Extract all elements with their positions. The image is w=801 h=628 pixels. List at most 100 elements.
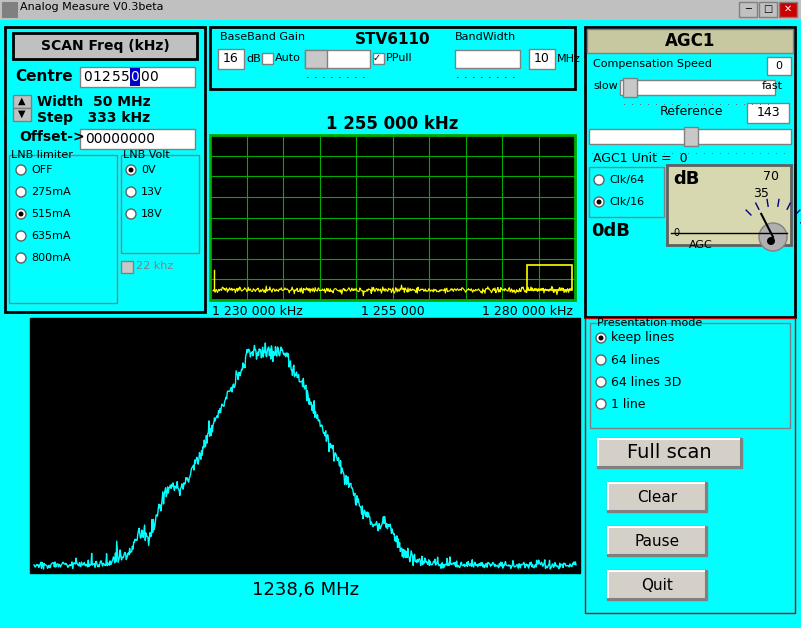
Bar [747, 103, 789, 123]
Text: .: . [671, 146, 674, 156]
Text: 0: 0 [83, 70, 92, 84]
Text: .: . [767, 146, 771, 156]
Bar [9, 155, 117, 303]
Text: .: . [735, 146, 739, 156]
Text: Reference: Reference [660, 105, 723, 118]
Bar [13, 108, 31, 121]
Circle shape [128, 168, 134, 173]
Text: .: . [687, 146, 690, 156]
Circle shape [598, 335, 603, 340]
Text: .: . [330, 70, 334, 80]
Text: Analog Measure V0.3beta: Analog Measure V0.3beta [20, 2, 163, 12]
Text: .: . [472, 70, 476, 80]
Text: .: . [703, 146, 706, 156]
Bar [30, 318, 580, 573]
Circle shape [126, 165, 136, 175]
Text: □: □ [763, 4, 773, 14]
Text: .: . [631, 97, 634, 107]
Text: 1 255 000: 1 255 000 [360, 305, 425, 318]
Bar [684, 127, 698, 146]
Text: 0dB: 0dB [591, 222, 630, 240]
Bar [2, 2, 18, 18]
Circle shape [126, 187, 136, 197]
Text: .: . [607, 146, 610, 156]
Circle shape [16, 187, 26, 197]
Bar [607, 482, 707, 512]
Text: .: . [767, 97, 771, 107]
Text: .: . [639, 146, 642, 156]
Bar [587, 29, 793, 53]
Text: PPull: PPull [386, 53, 413, 63]
Text: .: . [488, 70, 492, 80]
Text: 1 line: 1 line [611, 398, 646, 411]
Circle shape [767, 237, 775, 245]
Bar [305, 50, 327, 68]
Bar [80, 67, 195, 87]
Text: .: . [719, 97, 723, 107]
Circle shape [16, 231, 26, 241]
Text: keep lines: keep lines [611, 332, 674, 345]
Circle shape [596, 377, 606, 387]
Text: 16: 16 [223, 53, 239, 65]
Text: .: . [322, 70, 326, 80]
Bar [5, 27, 205, 312]
Text: 1 280 000 kHz: 1 280 000 kHz [482, 305, 573, 318]
Text: .: . [480, 70, 484, 80]
Text: dB: dB [246, 54, 261, 64]
Text: 70: 70 [763, 170, 779, 183]
Text: AGC: AGC [689, 240, 713, 250]
Text: Width  50 MHz: Width 50 MHz [37, 95, 151, 109]
Text: dB: dB [673, 170, 699, 188]
Text: ▲: ▲ [18, 96, 26, 106]
Bar [218, 49, 244, 69]
Text: BandWidth: BandWidth [455, 32, 517, 42]
Text: .: . [346, 70, 350, 80]
Text: ✓: ✓ [373, 53, 381, 63]
Text: .: . [711, 146, 714, 156]
Text: .: . [751, 146, 755, 156]
Text: 35: 35 [753, 187, 769, 200]
Text: 1 255 000 kHz: 1 255 000 kHz [326, 115, 459, 133]
Text: Quit: Quit [641, 578, 673, 592]
Text: .: . [695, 97, 698, 107]
Bar [80, 129, 195, 149]
Text: 0: 0 [131, 70, 139, 84]
Text: 64 lines: 64 lines [611, 354, 660, 367]
Text: Clear: Clear [637, 489, 677, 504]
Text: .: . [457, 70, 460, 80]
Text: 0V: 0V [141, 165, 155, 175]
Text: .: . [663, 97, 666, 107]
Text: .: . [655, 97, 658, 107]
Text: .: . [727, 146, 731, 156]
Text: .: . [663, 146, 666, 156]
Text: ✕: ✕ [784, 4, 792, 14]
Bar [607, 570, 707, 600]
Text: ▼: ▼ [18, 109, 26, 119]
Text: .: . [719, 146, 723, 156]
Bar [623, 78, 637, 97]
Bar [620, 80, 775, 95]
Bar [13, 33, 197, 59]
Bar [759, 2, 777, 17]
Text: 0: 0 [150, 70, 159, 84]
Bar [585, 27, 795, 317]
Text: .: . [679, 146, 682, 156]
Text: .: . [759, 146, 763, 156]
Text: .: . [743, 97, 747, 107]
Text: .: . [695, 146, 698, 156]
Bar [210, 135, 575, 300]
Text: .: . [591, 146, 594, 156]
Text: 0: 0 [775, 61, 783, 71]
Circle shape [596, 333, 606, 343]
Text: .: . [647, 97, 650, 107]
Bar [0, 0, 801, 20]
Bar [121, 261, 133, 273]
Bar [767, 57, 791, 75]
Bar [527, 265, 572, 290]
Text: .: . [465, 70, 468, 80]
Text: 1: 1 [92, 70, 102, 84]
Text: .: . [599, 146, 602, 156]
Text: .: . [647, 146, 650, 156]
Text: AGC1 Unit =  0: AGC1 Unit = 0 [593, 152, 687, 165]
Text: .: . [671, 97, 674, 107]
